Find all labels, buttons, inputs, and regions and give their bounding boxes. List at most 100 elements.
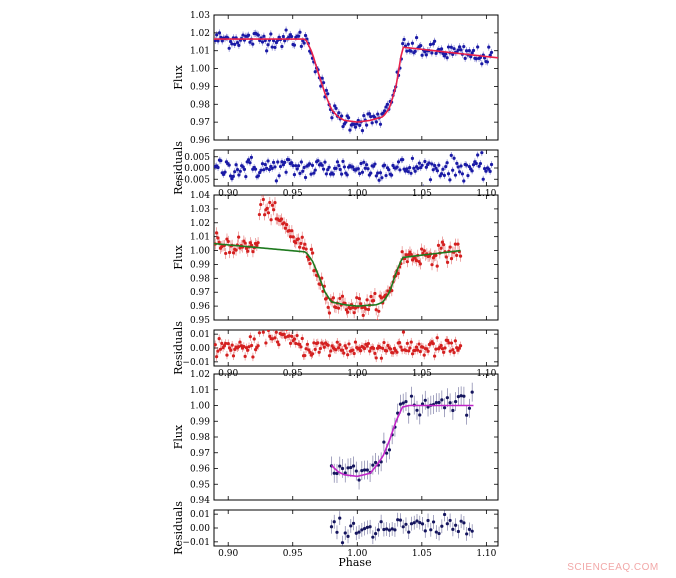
data-point <box>291 235 295 239</box>
y-tick-label: 1.03 <box>190 11 210 21</box>
data-point <box>312 341 316 345</box>
data-point <box>307 257 311 262</box>
data-point <box>462 394 466 398</box>
data-point <box>361 313 365 317</box>
data-point <box>372 346 376 351</box>
data-point <box>445 396 449 400</box>
data-point <box>446 45 451 49</box>
data-point <box>352 351 356 356</box>
y-tick-label: 0.94 <box>190 496 210 506</box>
data-point <box>398 402 403 406</box>
data-point <box>395 350 399 354</box>
data-point <box>283 226 287 230</box>
data-point <box>431 42 435 46</box>
data-point <box>256 174 260 178</box>
data-point <box>401 330 406 334</box>
x-axis-label: Phase <box>338 556 371 569</box>
data-point <box>360 170 365 174</box>
y-tick-label: 0.01 <box>190 510 210 520</box>
data-point <box>275 340 280 344</box>
y-tick-label: 1.02 <box>190 29 210 39</box>
data-point <box>456 48 460 52</box>
data-point <box>326 92 330 96</box>
data-point <box>454 523 458 527</box>
data-point <box>471 48 476 53</box>
data-point <box>382 527 386 532</box>
data-point <box>351 305 355 310</box>
data-point <box>228 174 233 178</box>
data-point <box>299 160 303 164</box>
data-point <box>258 170 262 175</box>
data-point <box>406 170 410 174</box>
data-point <box>402 37 406 42</box>
y-tick-label: 0.96 <box>190 302 210 312</box>
data-point <box>439 172 444 176</box>
data-point <box>332 520 336 524</box>
data-point <box>291 164 295 168</box>
data-point <box>260 162 265 166</box>
data-point <box>414 345 419 349</box>
data-point <box>277 174 281 178</box>
data-point <box>216 349 220 353</box>
data-point <box>362 160 366 164</box>
data-point <box>229 348 233 352</box>
data-point <box>470 51 474 55</box>
data-point <box>420 53 424 57</box>
y-tick-label: 1.01 <box>190 233 210 243</box>
data-point <box>318 346 323 351</box>
data-point <box>459 48 463 52</box>
data-point <box>379 520 383 524</box>
data-point <box>453 242 457 246</box>
data-point <box>283 335 287 339</box>
panel-three: 0.95 0.96 0.97 0.98 0.99 1.00 1.01 1.02 1.03 1.04… <box>172 190 499 326</box>
data-point <box>311 352 315 356</box>
x-tick-label: 0.90 <box>218 189 238 199</box>
data-point <box>381 346 385 350</box>
data-point <box>376 112 380 116</box>
data-point <box>349 465 353 470</box>
data-point <box>220 341 224 345</box>
data-point <box>308 162 312 166</box>
data-point <box>400 250 404 254</box>
data-point <box>296 164 301 168</box>
data-point <box>377 309 381 313</box>
data-point <box>346 466 350 470</box>
data-point <box>455 161 459 165</box>
data-point <box>448 401 452 405</box>
data-point <box>251 355 255 359</box>
data-point <box>335 160 340 164</box>
data-point <box>274 179 278 183</box>
data-point <box>451 527 455 531</box>
data-point <box>266 321 269 324</box>
data-point <box>423 185 424 186</box>
data-point <box>437 47 441 52</box>
data-point <box>480 62 484 66</box>
y-tick-label: −0.01 <box>182 538 210 548</box>
data-point <box>225 237 229 241</box>
data-point <box>230 343 234 347</box>
data-point <box>235 41 240 45</box>
data-point <box>409 394 414 398</box>
data-point <box>401 41 405 46</box>
data-point <box>344 346 348 350</box>
data-point <box>442 406 447 410</box>
data-point <box>483 166 487 171</box>
data-point <box>397 340 402 345</box>
data-point <box>445 338 450 343</box>
data-point <box>264 341 268 345</box>
data-point <box>259 202 263 207</box>
data-point <box>266 211 271 215</box>
data-point <box>396 160 401 164</box>
data-point <box>260 190 263 193</box>
data-point <box>405 260 409 264</box>
data-point <box>413 169 417 173</box>
x-tick-label: 0.95 <box>283 189 303 199</box>
data-point <box>381 111 385 115</box>
data-point <box>295 167 299 171</box>
data-point <box>474 57 478 61</box>
data-point <box>452 47 456 51</box>
data-point <box>485 60 489 64</box>
data-point <box>247 158 251 162</box>
y-tick-label: 1.00 <box>190 402 210 412</box>
data-point <box>442 173 446 178</box>
